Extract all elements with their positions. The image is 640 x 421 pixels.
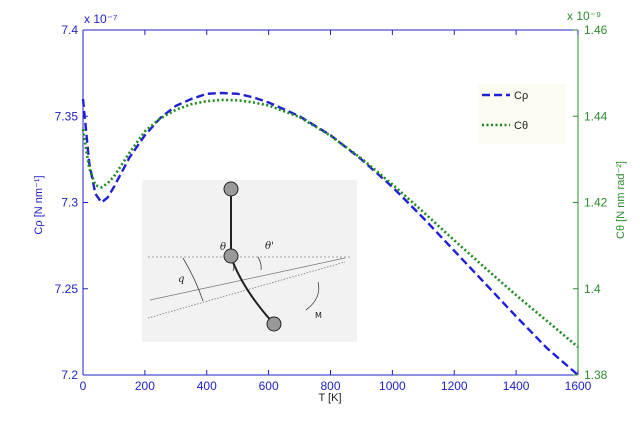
legend-background (478, 84, 566, 144)
inset-angle-arc-q (182, 257, 204, 302)
x-tick-label: 200 (135, 379, 155, 393)
x-tick-label: 1000 (379, 379, 406, 393)
legend-label-c-theta: Cθ (514, 120, 528, 132)
x-tick-label: 600 (259, 379, 279, 393)
inset-moment-arc (305, 281, 320, 311)
left-axis-exponent: x 10⁻⁷ (84, 12, 117, 26)
inset-label-theta-prime: θ' (265, 241, 274, 252)
inset-label-m: M (315, 311, 322, 320)
x-tick-label: 1200 (441, 379, 468, 393)
inset-ball-bottom (266, 316, 282, 332)
right-axis-label: Cθ [N nm rad⁻²] (615, 161, 627, 239)
x-axis-label: T [K] (318, 392, 341, 404)
right-y-tick-label: 1.38 (584, 368, 608, 382)
x-tick-label: 400 (197, 379, 217, 393)
left-axis-label: Cρ [N nm⁻¹] (33, 175, 45, 234)
series-line-c-rho (81, 91, 579, 376)
inset-label-q: q (178, 274, 184, 285)
x-tick-label: 1600 (565, 379, 592, 393)
legend: Cρ Cθ (478, 84, 566, 144)
left-y-tick-label: 7.4 (61, 23, 78, 37)
inset-ball-middle (223, 248, 239, 264)
right-y-tick-label: 1.44 (584, 109, 608, 123)
inset-rod-lower (230, 256, 275, 325)
x-tick-label: 800 (320, 379, 340, 393)
inset-label-theta: θ (220, 242, 226, 253)
x-tick-label: 0 (80, 379, 87, 393)
left-y-tick-label: 7.25 (55, 282, 79, 296)
left-y-tick-label: 7.35 (55, 109, 79, 123)
inset-angle-arc-theta-prime (257, 256, 262, 271)
right-y-tick-label: 1.4 (584, 282, 601, 296)
inset-reference-line (149, 257, 346, 301)
right-axis-exponent: x 10⁻⁹ (567, 9, 601, 23)
legend-label-c-rho: Cρ (514, 90, 528, 102)
left-y-tick-label: 7.2 (61, 368, 78, 382)
right-y-tick-label: 1.42 (584, 196, 608, 210)
tick-group: 0 200 400 600 800 1000 1200 1400 1600 7.2 7.25 7.3 7… (55, 23, 608, 393)
right-y-tick-label: 1.46 (584, 23, 608, 37)
left-y-tick-label: 7.3 (61, 196, 78, 210)
series-group (81, 91, 579, 376)
inset-schematic: θ θ' q M (142, 180, 357, 342)
inset-background (142, 180, 357, 342)
series-line-c-theta (81, 98, 579, 348)
x-tick-label: 1400 (503, 379, 530, 393)
inset-ball-top (223, 181, 239, 197)
